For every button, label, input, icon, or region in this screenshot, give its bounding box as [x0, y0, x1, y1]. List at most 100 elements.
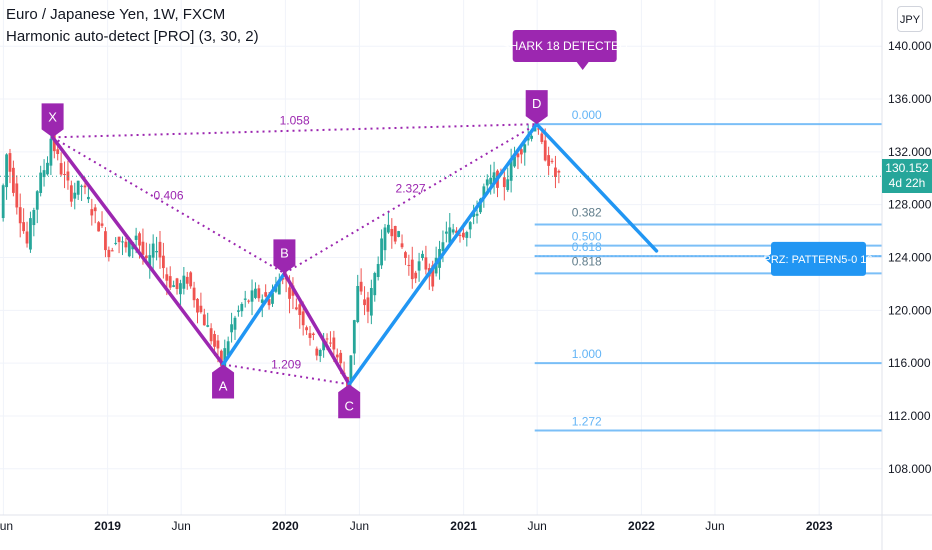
- candle-body: [182, 275, 186, 289]
- pattern-leg: [282, 271, 351, 387]
- candle-body: [383, 227, 387, 251]
- symbol-title: Euro / Japanese Yen, 1W, FXCM: [6, 6, 226, 23]
- y-tick-label: 140.000: [888, 39, 932, 53]
- candle-body: [35, 191, 39, 210]
- candle-body: [179, 283, 182, 295]
- x-tick-label: 2021: [450, 519, 477, 533]
- bar-countdown: 4d 22h: [888, 176, 926, 191]
- candle-body: [329, 342, 332, 344]
- candle-body: [485, 179, 489, 186]
- x-tick-label: 2019: [94, 519, 121, 533]
- point-marker-x: [41, 103, 64, 138]
- candle-body: [557, 170, 561, 173]
- candle-body: [233, 317, 237, 330]
- ratio-connector: [52, 123, 537, 139]
- candle-body: [369, 288, 373, 316]
- y-tick-label: 132.000: [888, 145, 932, 159]
- last-price-value: 130.152: [885, 161, 929, 176]
- candle-body: [277, 280, 281, 295]
- x-tick-label: 2022: [628, 519, 655, 533]
- candle-body: [11, 167, 15, 193]
- candle-body: [448, 227, 452, 243]
- candle-body: [121, 241, 124, 243]
- ratio-connector: [283, 123, 538, 275]
- candle-body: [547, 155, 551, 166]
- ratio-label: 2.327: [396, 182, 426, 196]
- fib-level-label: 1.000: [572, 347, 602, 361]
- candle-body: [417, 261, 421, 271]
- candle-body: [502, 177, 506, 188]
- candle-body: [73, 192, 77, 199]
- point-marker-d: [525, 90, 548, 125]
- candle-body: [5, 154, 8, 188]
- fib-level-label: 0.500: [572, 230, 602, 244]
- candle-body: [410, 259, 414, 280]
- candle-body: [138, 233, 141, 246]
- candle-body: [148, 255, 152, 266]
- ratio-connector: [52, 136, 285, 275]
- candle-body: [352, 320, 356, 354]
- candle-body: [421, 253, 424, 259]
- y-tick-label: 108.000: [888, 462, 932, 476]
- candle-body: [199, 305, 203, 313]
- candle-body: [380, 238, 383, 266]
- candle-body: [519, 149, 523, 155]
- candle-body: [468, 222, 472, 230]
- x-tick-label: 2023: [806, 519, 833, 533]
- candle-body: [359, 281, 363, 292]
- candle-body: [294, 307, 298, 310]
- candle-body: [83, 185, 87, 188]
- candle-body: [32, 210, 36, 226]
- candle-body: [230, 324, 233, 333]
- candle-body: [322, 339, 326, 351]
- fib-level-label: 0.000: [572, 108, 602, 122]
- candle-body: [151, 243, 155, 258]
- candle-body: [141, 241, 145, 255]
- x-tick-label: Jun: [528, 519, 547, 533]
- candle-body: [117, 236, 121, 243]
- ratio-label: 1.209: [271, 357, 301, 371]
- candle-body: [267, 299, 271, 306]
- candle-body: [247, 300, 251, 302]
- candle-body: [76, 180, 80, 195]
- candle-body: [219, 350, 223, 366]
- candle-body: [100, 223, 104, 226]
- candle-body: [554, 167, 557, 177]
- candle-body: [80, 185, 83, 187]
- candle-body: [393, 226, 397, 242]
- candle-body: [404, 252, 407, 258]
- ratio-label: 0.406: [153, 188, 183, 202]
- candle-body: [226, 341, 230, 356]
- candle-body: [530, 135, 533, 139]
- last-price-badge: 130.152 4d 22h: [882, 159, 932, 194]
- candle-body: [124, 241, 128, 248]
- candle-body: [462, 232, 465, 238]
- candle-body: [127, 238, 131, 257]
- candle-body: [424, 257, 428, 270]
- ratio-label: 1.058: [280, 114, 310, 128]
- fib-level-label: 0.618: [572, 240, 602, 254]
- candle-body: [288, 287, 291, 299]
- candle-body: [213, 334, 216, 347]
- candle-body: [301, 311, 305, 326]
- candle-body: [349, 355, 353, 381]
- candle-body: [325, 338, 329, 340]
- prz-label: PRZ: PATTERN5-0 16: [763, 254, 872, 266]
- candle-body: [114, 242, 118, 244]
- candle-body: [8, 153, 12, 172]
- candle-body: [550, 160, 554, 162]
- point-marker-b: [273, 239, 296, 274]
- x-tick-label: Jun: [350, 519, 369, 533]
- point-marker-a: [212, 364, 235, 399]
- y-tick-label: 124.000: [888, 251, 932, 265]
- candle-body: [206, 325, 210, 327]
- candle-body: [240, 303, 244, 312]
- detected-badge: [512, 30, 617, 62]
- candle-body: [458, 234, 462, 236]
- candle-body: [264, 292, 268, 297]
- candle-body: [339, 352, 343, 364]
- candle-body: [158, 241, 162, 258]
- currency-button[interactable]: JPY: [897, 6, 923, 32]
